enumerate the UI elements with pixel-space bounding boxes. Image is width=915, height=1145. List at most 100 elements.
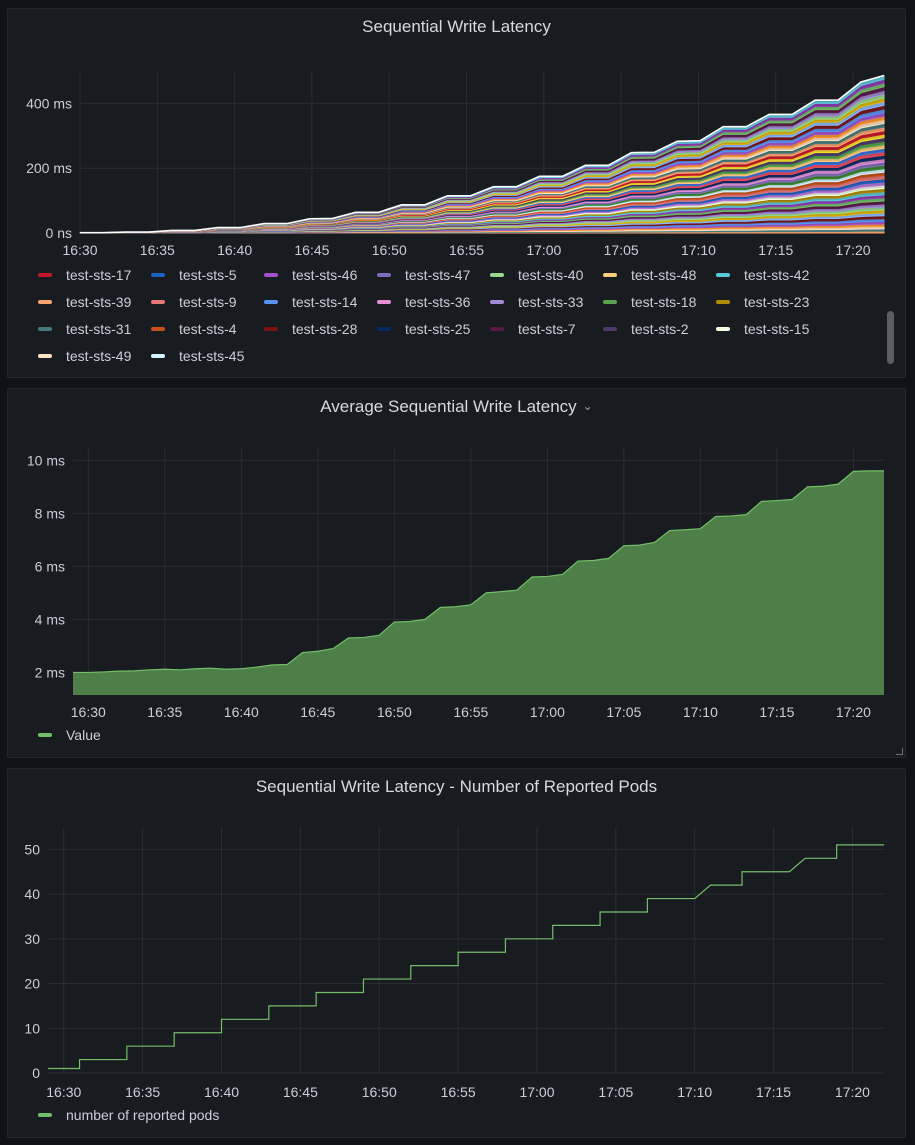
y-tick-label: 4 ms [35,611,65,627]
legend-item[interactable]: test-sts-14 [264,294,357,310]
series-area-value [73,470,884,695]
legend-item[interactable]: number of reported pods [38,1107,219,1123]
legend-item[interactable]: test-sts-46 [264,267,357,283]
legend-swatch [377,273,391,277]
x-tick-label: 17:15 [759,704,794,720]
x-tick-label: 17:20 [835,1084,870,1100]
y-tick-label: 0 ns [46,225,72,241]
legend-item[interactable]: test-sts-18 [603,294,696,310]
legend-item[interactable]: test-sts-40 [490,267,583,283]
legend-swatch [38,300,52,304]
x-tick-label: 16:35 [140,242,175,258]
x-tick-label: 17:10 [681,242,716,258]
legend-swatch [264,273,278,277]
y-tick-label: 20 [24,976,40,992]
legend-label: test-sts-15 [744,321,810,337]
legend-swatch [490,300,504,304]
x-tick-label: 17:20 [836,242,871,258]
legend-label: test-sts-42 [744,267,810,283]
chevron-down-icon[interactable]: ⌄ [582,399,593,413]
x-tick-label: 17:15 [756,1084,791,1100]
x-tick-label: 16:50 [372,242,407,258]
legend-item[interactable]: test-sts-47 [377,267,470,283]
x-tick-label: 16:30 [46,1084,81,1100]
resize-handle[interactable] [896,748,903,755]
series-line-value [73,470,884,674]
legend-item[interactable]: test-sts-45 [151,348,244,364]
x-tick-label: 16:55 [453,704,488,720]
x-tick-label: 17:15 [758,242,793,258]
legend-label: test-sts-39 [66,294,132,310]
legend-swatch [151,273,165,277]
x-tick-label: 16:35 [125,1084,160,1100]
legend-label: test-sts-18 [631,294,697,310]
legend-item[interactable]: test-sts-33 [490,294,583,310]
average-latency-chart[interactable]: 16:30 16:35 16:40 16:45 16:50 16:55 17:00 17:05… [8,389,905,724]
legend-item[interactable]: test-sts-48 [603,267,696,283]
legend-swatch [603,300,617,304]
legend-label: Value [66,727,101,743]
legend: test-sts-17 test-sts-5 test-sts-46 test-sts… [38,267,865,367]
legend-item[interactable]: test-sts-36 [377,294,470,310]
legend-item[interactable]: test-sts-49 [38,348,131,364]
stacked-latency-chart[interactable]: 16:30 16:35 16:40 16:45 16:50 16:55 17:00 17:05… [8,9,905,274]
x-tick-label: 16:50 [377,704,412,720]
legend-item[interactable]: test-sts-15 [716,321,809,337]
legend-label: test-sts-49 [66,348,132,364]
legend-swatch [151,327,165,331]
legend-item[interactable]: test-sts-25 [377,321,470,337]
panel-number-of-reported-pods: Sequential Write Latency - Number of Rep… [7,768,906,1138]
legend-swatch [490,327,504,331]
legend-item[interactable]: test-sts-5 [151,267,237,283]
legend-item[interactable]: test-sts-7 [490,321,576,337]
legend-item[interactable]: Value [38,727,101,743]
legend-swatch [38,354,52,358]
legend-item[interactable]: test-sts-31 [38,321,131,337]
y-tick-label: 30 [24,931,40,947]
legend-label: test-sts-14 [292,294,358,310]
legend-item[interactable]: test-sts-17 [38,267,131,283]
panel-title-text[interactable]: Average Sequential Write Latency [320,397,577,416]
legend-label: number of reported pods [66,1107,220,1123]
legend-item[interactable]: test-sts-4 [151,321,237,337]
legend-label: test-sts-48 [631,267,697,283]
legend: number of reported pods [38,1107,865,1127]
legend-item[interactable]: test-sts-39 [38,294,131,310]
panel-title[interactable]: Sequential Write Latency - Number of Rep… [255,777,658,796]
legend-swatch [151,300,165,304]
legend-item[interactable]: test-sts-9 [151,294,237,310]
legend-swatch [264,327,278,331]
x-tick-label: 16:45 [294,242,329,258]
panel-sequential-write-latency: Sequential Write Latency 16:30 16:35 16:40… [7,8,906,378]
y-tick-label: 2 ms [35,664,65,680]
panel-title[interactable]: Sequential Write Latency [362,17,551,36]
panel-title[interactable]: Average Sequential Write Latency ⌄ [8,397,905,417]
legend-swatch [38,1113,52,1117]
legend-swatch [38,273,52,277]
x-tick-label: 17:05 [606,704,641,720]
legend-label: test-sts-4 [179,321,237,337]
legend-item[interactable]: test-sts-2 [603,321,689,337]
y-tick-label: 10 [24,1020,40,1036]
y-tick-label: 50 [24,841,40,857]
legend-label: test-sts-25 [405,321,471,337]
x-tick-label: 16:55 [449,242,484,258]
x-tick-label: 16:55 [441,1084,476,1100]
reported-pods-chart[interactable]: 16:30 16:35 16:40 16:45 16:50 16:55 17:00 17:05… [8,769,905,1104]
x-tick-label: 16:50 [362,1084,397,1100]
legend-swatch [38,733,52,737]
y-tick-label: 6 ms [35,558,65,574]
legend-label: test-sts-46 [292,267,358,283]
legend-item[interactable]: test-sts-42 [716,267,809,283]
x-tick-label: 16:45 [300,704,335,720]
legend-label: test-sts-40 [518,267,584,283]
legend-label: test-sts-7 [518,321,576,337]
legend-scrollbar[interactable] [887,311,894,364]
x-tick-label: 16:40 [204,1084,239,1100]
x-tick-label: 16:40 [217,242,252,258]
legend-item[interactable]: test-sts-28 [264,321,357,337]
x-tick-label: 17:20 [836,704,871,720]
legend-item[interactable]: test-sts-23 [716,294,809,310]
legend-swatch [490,273,504,277]
legend-swatch [38,327,52,331]
